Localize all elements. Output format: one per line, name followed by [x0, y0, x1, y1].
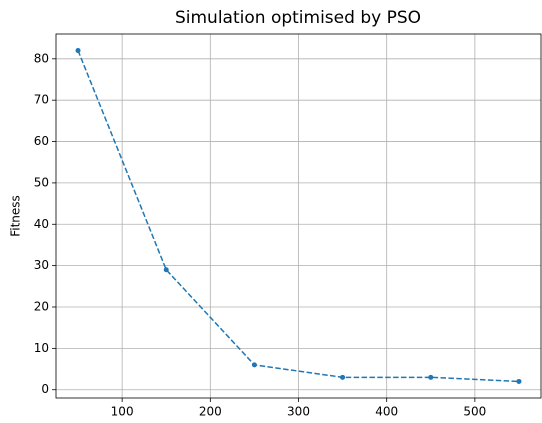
- point: [163, 267, 169, 273]
- y-tick-label: 30: [34, 258, 49, 272]
- point: [340, 374, 346, 380]
- y-tick-label: 40: [34, 217, 49, 231]
- plot-frame: [55, 33, 542, 399]
- x-tick-label: 500: [463, 405, 486, 419]
- y-tick-label: 50: [34, 175, 49, 189]
- y-tick-label: 80: [34, 51, 49, 65]
- line: [77, 50, 519, 383]
- y-tick-label: 0: [41, 382, 49, 396]
- x-tick-label: 100: [111, 405, 134, 419]
- y-axis-label: Fitness: [9, 195, 23, 237]
- y-tick-label: 20: [34, 300, 49, 314]
- point: [516, 378, 522, 384]
- point: [428, 374, 434, 380]
- x-tick-label: 400: [375, 405, 398, 419]
- y-tick-label: 70: [34, 93, 49, 107]
- x-tick-label: 200: [199, 405, 222, 419]
- y-tick-label: 60: [34, 134, 49, 148]
- x-tick-label: 300: [287, 405, 310, 419]
- y-tick-label: 10: [34, 341, 49, 355]
- point: [251, 362, 257, 368]
- chart-title: Simulation optimised by PSO: [175, 8, 421, 28]
- point: [75, 48, 81, 54]
